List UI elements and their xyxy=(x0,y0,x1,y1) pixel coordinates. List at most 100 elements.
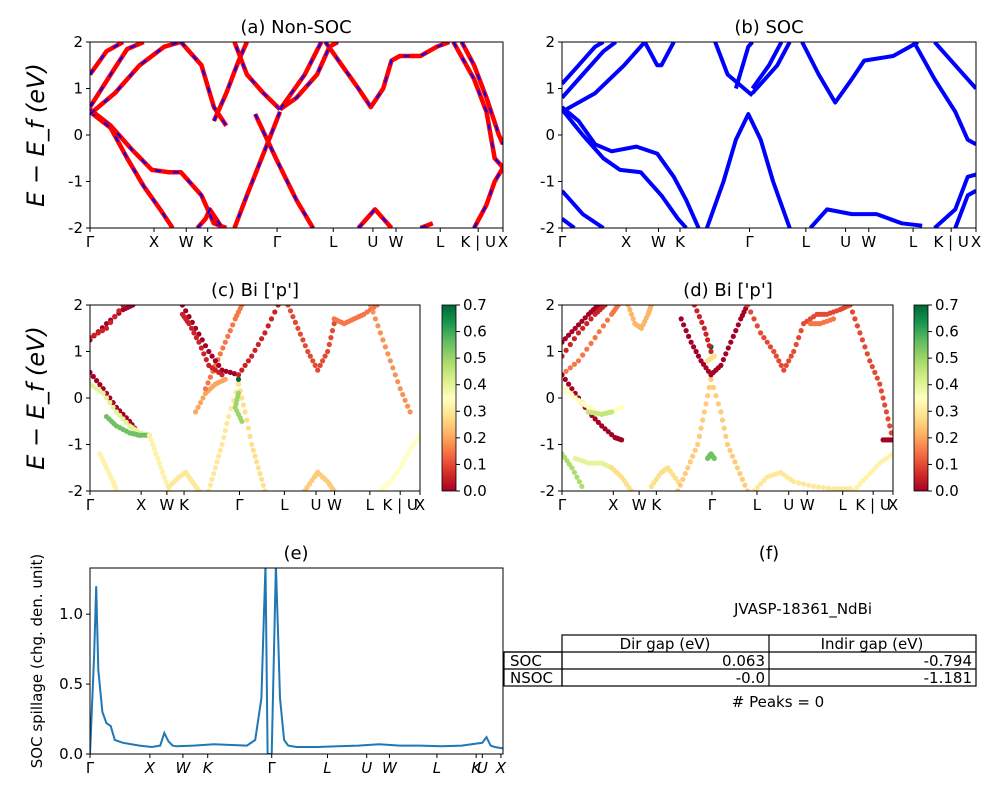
projection-point-16 xyxy=(320,358,326,364)
projection-point-6 xyxy=(155,455,161,461)
projection-point-8 xyxy=(230,322,236,328)
projection-point-9 xyxy=(627,307,633,313)
projection-point-12 xyxy=(242,409,248,415)
projection-point-12 xyxy=(739,476,746,482)
projection-point-12 xyxy=(255,465,261,471)
colorbar-tick-label: 0.0 xyxy=(463,482,487,500)
table-row-nsoc-label: NSOC xyxy=(510,669,553,687)
projection-point-1 xyxy=(571,336,578,342)
projection-point-21 xyxy=(874,375,880,381)
y-tick-label: -2 xyxy=(68,219,83,237)
y-tick-label: -2 xyxy=(540,219,555,237)
projection-point-18 xyxy=(781,367,787,373)
projection-point-12 xyxy=(235,381,242,387)
band-soc-15 xyxy=(912,42,976,147)
projection-point-1 xyxy=(580,325,586,331)
band-nonsoc-7 xyxy=(195,207,225,228)
table-row-nsoc-dir: -0.0 xyxy=(736,669,765,687)
projection-point-12 xyxy=(259,476,265,482)
projection-point-2 xyxy=(99,328,105,334)
projection-point-21 xyxy=(872,369,878,375)
band-soc-8 xyxy=(705,112,792,228)
band-nonsoc-2 xyxy=(90,42,125,76)
y-tick-label: 1 xyxy=(545,80,555,98)
plot-frame xyxy=(89,567,504,755)
band-soc-13 xyxy=(800,42,919,105)
projection-point-16 xyxy=(302,343,308,349)
material-id: JVASP-18361_NdBi xyxy=(733,600,872,619)
projection-point-20 xyxy=(754,484,760,491)
projection-point-20 xyxy=(397,386,403,392)
projection-point-9 xyxy=(212,358,218,364)
x-tick-label: U xyxy=(840,233,851,251)
y-tick-label: 1.0 xyxy=(59,605,83,623)
colorbar-tick-label: 0.3 xyxy=(935,402,959,420)
band-soc-6 xyxy=(562,217,576,228)
band-nonsoc-3 xyxy=(90,42,145,109)
projection-point-2 xyxy=(615,305,621,308)
projection-point-3 xyxy=(117,412,123,418)
x-tick-label: X xyxy=(608,496,618,514)
x-tick-label: W xyxy=(176,759,192,777)
projection-point-2 xyxy=(95,330,101,336)
projection-point-16 xyxy=(317,362,323,368)
projection-point-15 xyxy=(245,358,251,364)
projection-point-18 xyxy=(786,358,792,364)
x-tick-label: X xyxy=(144,759,156,777)
projection-point-16 xyxy=(297,331,303,337)
projection-point-15 xyxy=(255,341,261,348)
projection-point-1 xyxy=(575,330,582,336)
projection-point-21 xyxy=(400,460,406,466)
projection-point-11 xyxy=(217,447,223,453)
projection-point-12 xyxy=(250,447,256,453)
projection-point-11 xyxy=(211,471,217,477)
band-soc-18 xyxy=(933,42,976,90)
x-tick-label: K | U xyxy=(933,233,968,251)
projection-point-14 xyxy=(695,353,702,359)
y-tick-label: -1 xyxy=(540,173,555,191)
projection-point-0 xyxy=(582,315,588,321)
projection-point-21 xyxy=(882,402,888,408)
projection-point-14 xyxy=(735,322,741,328)
projection-point-20 xyxy=(796,480,802,486)
projection-point-18 xyxy=(773,353,779,359)
projection-point-7 xyxy=(195,404,201,410)
y-tick-label: 0 xyxy=(545,389,555,407)
projection-point-21 xyxy=(888,430,893,436)
projection-point-2 xyxy=(571,361,578,367)
projection-point-11 xyxy=(687,459,693,465)
projection-point-21 xyxy=(397,465,403,471)
projection-point-20 xyxy=(407,409,413,415)
projection-point-10 xyxy=(201,351,207,357)
band-overlay-8 xyxy=(208,213,215,224)
x-tick-label: Γ xyxy=(708,496,717,514)
x-tick-label: W xyxy=(159,496,174,514)
projection-point-15 xyxy=(262,330,268,336)
projection-point-12 xyxy=(719,417,726,423)
y-tick-label: 0 xyxy=(545,126,555,144)
projection-point-16 xyxy=(310,358,316,364)
projection-point-3 xyxy=(103,395,110,401)
projection-point-23 xyxy=(854,484,860,491)
projection-point-16 xyxy=(285,305,291,308)
band-soc-7 xyxy=(643,42,676,68)
band-soc-12 xyxy=(713,42,754,98)
projection-point-0 xyxy=(566,332,572,338)
projection-point-11 xyxy=(696,433,703,439)
projection-point-23 xyxy=(867,471,873,477)
projection-point-16 xyxy=(315,367,321,373)
points xyxy=(90,305,420,491)
projection-point-20 xyxy=(825,485,832,491)
projection-point-11 xyxy=(706,384,712,391)
projection-point-8 xyxy=(207,374,213,380)
projection-point-20 xyxy=(382,344,388,350)
projection-point-11 xyxy=(701,409,707,415)
band-overlay-2 xyxy=(90,42,124,76)
colorbar xyxy=(913,304,929,492)
x-tick-label: X xyxy=(415,496,425,514)
projection-point-16 xyxy=(328,335,334,341)
projection-point-22 xyxy=(890,437,893,443)
x-tick-label: Γ xyxy=(558,496,567,514)
projection-point-18 xyxy=(798,328,804,334)
